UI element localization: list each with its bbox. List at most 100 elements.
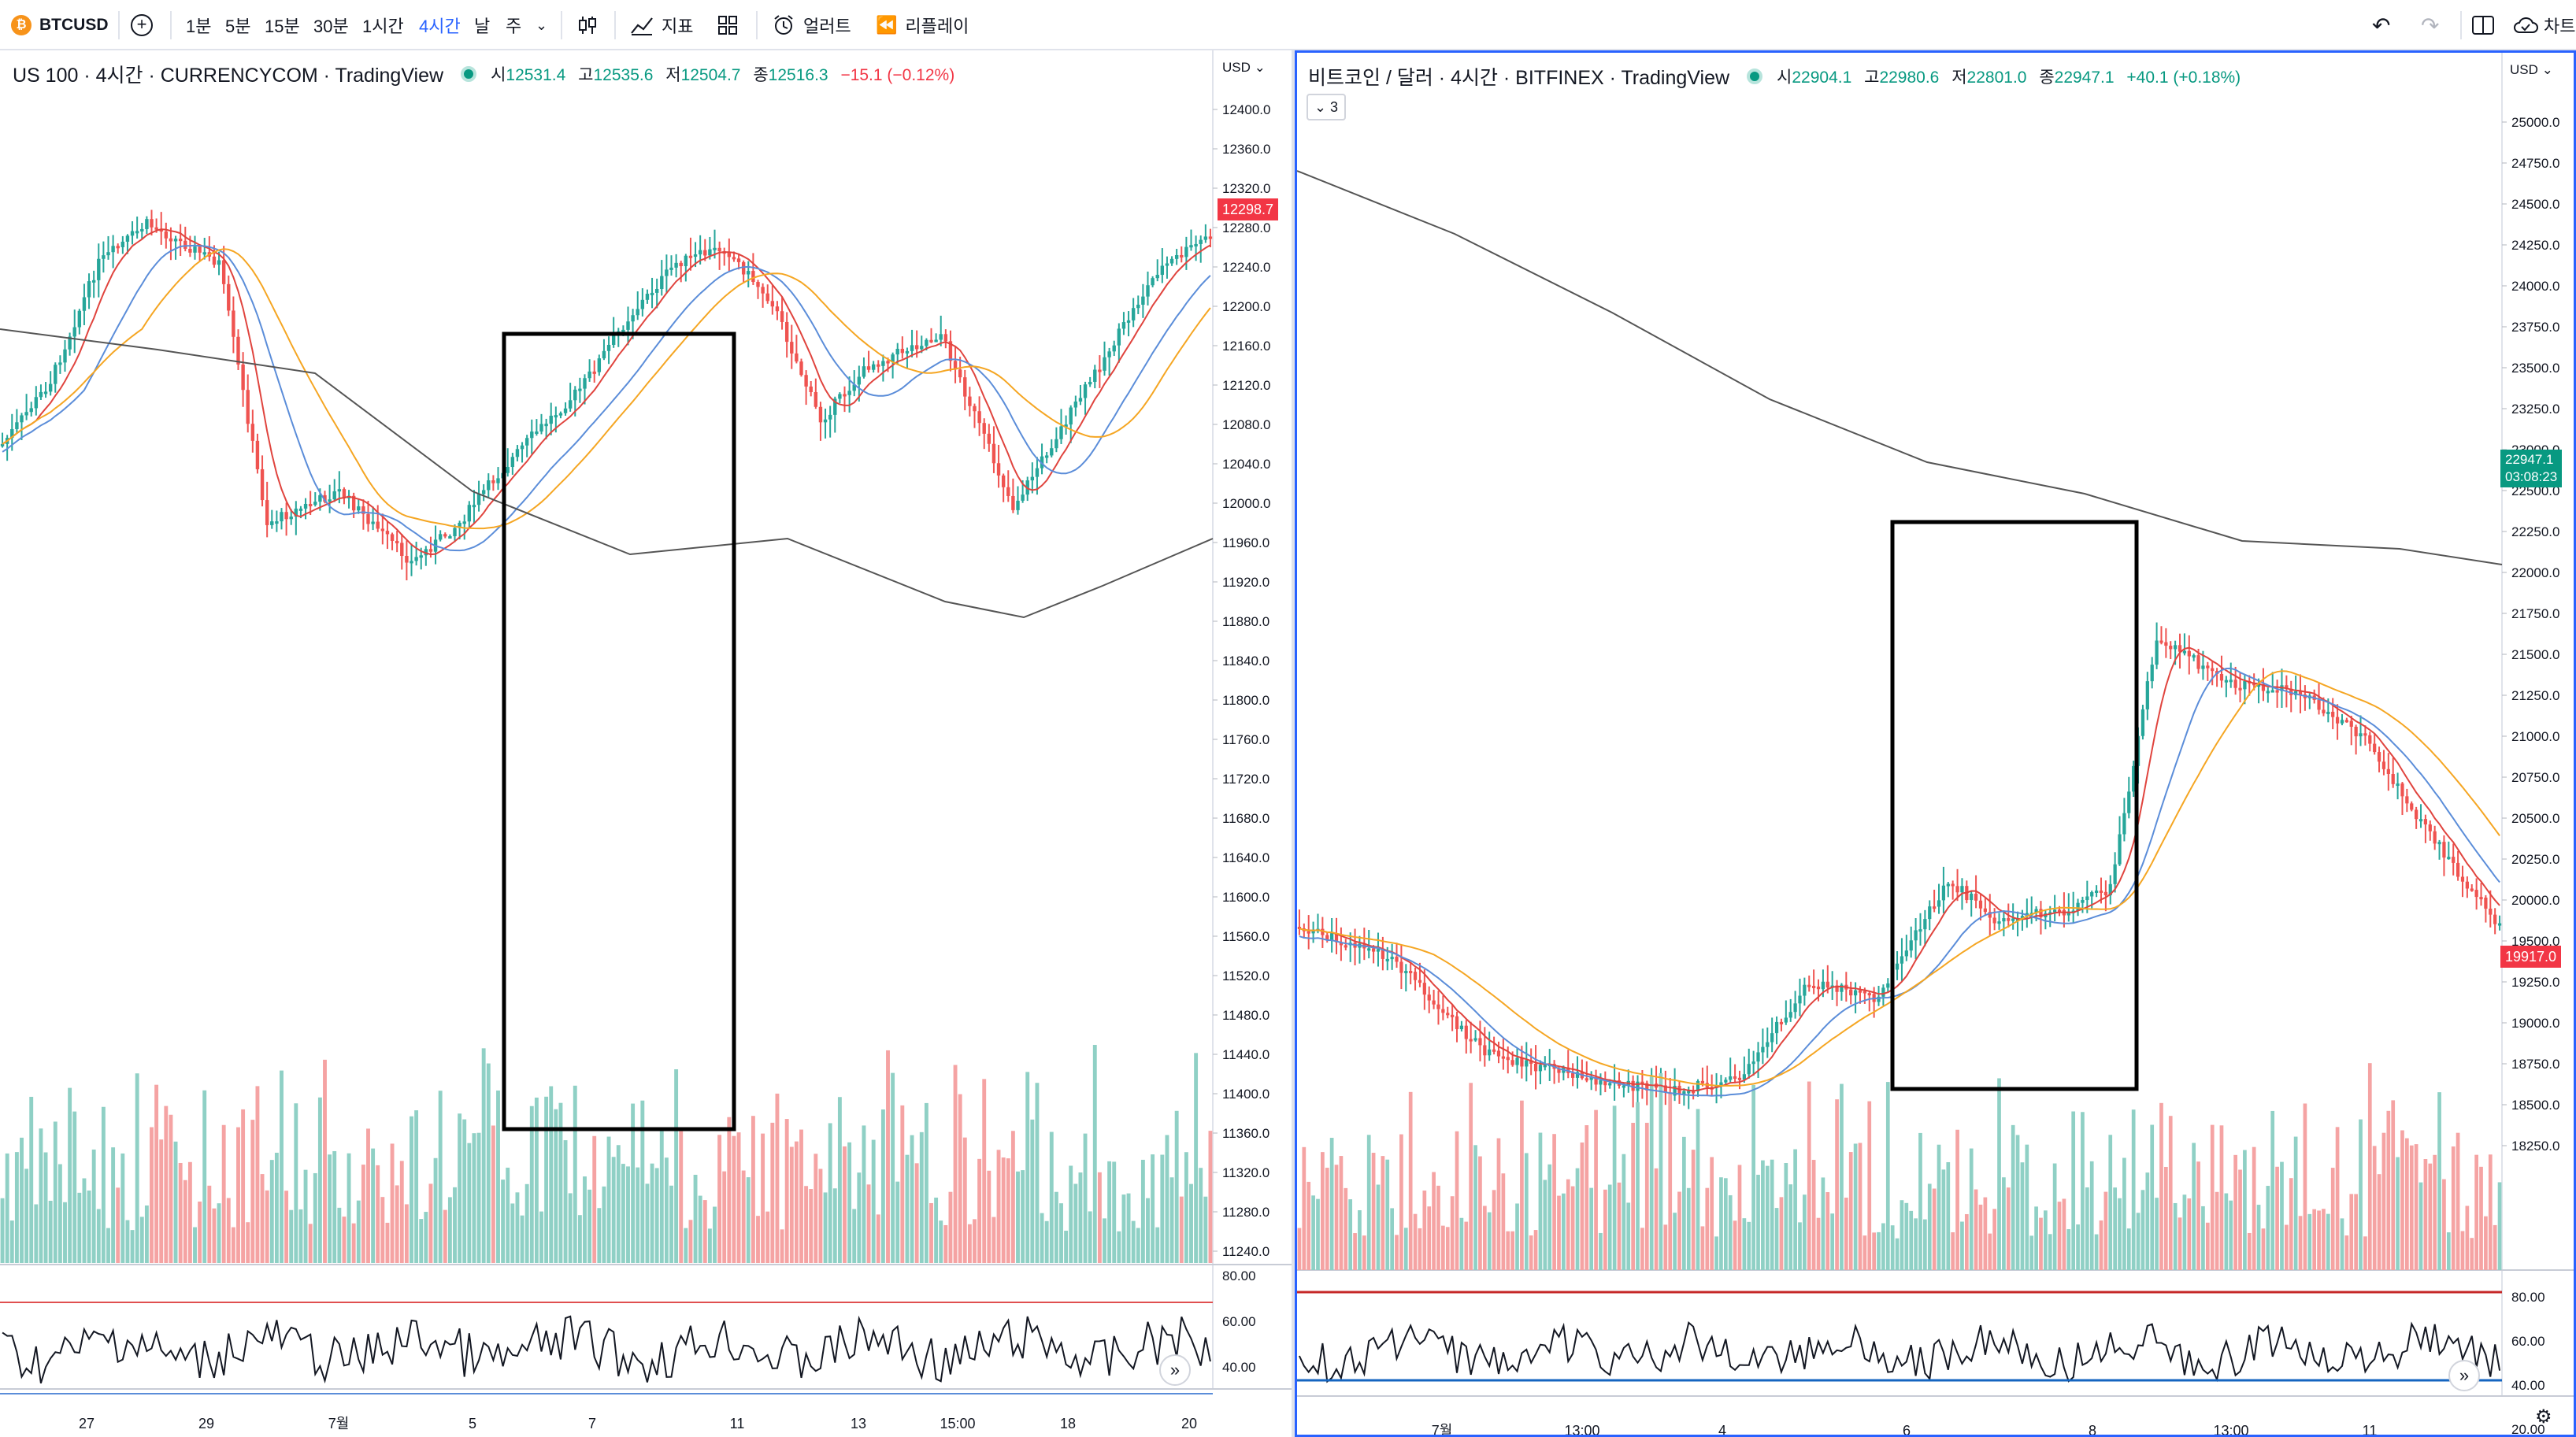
candle-body (1390, 957, 1394, 960)
chart-type-button[interactable] (576, 0, 599, 50)
candle-body (1608, 1083, 1612, 1086)
interval-15m[interactable]: 15분 (265, 0, 300, 50)
volume-bar (419, 1219, 424, 1263)
snapshot-save-button[interactable]: 차트 (2512, 0, 2575, 50)
interval-week[interactable]: 주 (506, 0, 521, 50)
interval-label: 주 (506, 17, 522, 36)
volume-bar (1194, 1053, 1199, 1263)
candle-body (1381, 949, 1384, 959)
volume-bar (1459, 1217, 1464, 1270)
alert-button[interactable]: 얼러트 (772, 0, 851, 50)
candle-body (1529, 1060, 1533, 1064)
volume-bar (2140, 1190, 2145, 1270)
volume-bar (2182, 1194, 2187, 1270)
volume-bar (1208, 1131, 1213, 1263)
volume-bar (1366, 1135, 1371, 1270)
candle-body (1160, 265, 1165, 276)
pane-divider[interactable] (1292, 50, 1295, 1437)
volume-bar (2409, 1145, 2414, 1270)
hidden-indicators-toggle[interactable]: ⌄ 3 (1307, 94, 1346, 120)
replay-button[interactable]: ⏪ 리플레이 (876, 0, 969, 50)
currency-select[interactable]: USD ⌄ (2510, 62, 2553, 78)
layouts-button[interactable] (717, 0, 739, 50)
indicators-button[interactable]: 지표 (630, 0, 693, 50)
volume-bar (260, 1174, 265, 1263)
settings-gear-button[interactable]: ⚙ (2535, 1406, 2552, 1428)
candle-body (2456, 862, 2460, 877)
volume-bar (1432, 1172, 1436, 1270)
left-chart-canvas[interactable]: 12400.0 12360.0 12320.0 12280.0 12240.0 12200… (0, 50, 1292, 1437)
candle-body (1199, 239, 1203, 244)
candle-body (1404, 971, 1408, 974)
volume-bar (2233, 1154, 2237, 1270)
volume-bar (1923, 1219, 1927, 1270)
volume-bar (1946, 1161, 1951, 1270)
currency-select[interactable]: USD ⌄ (1222, 60, 1266, 76)
right-chart-pane[interactable]: 25000.0 24750.0 24500.0 24250.0 24000.0 23750… (1295, 50, 2576, 1437)
volume-bar (1059, 1203, 1063, 1263)
left-chart-pane[interactable]: 12400.0 12360.0 12320.0 12280.0 12240.0 12200… (0, 50, 1292, 1437)
volume-bar (1146, 1198, 1150, 1263)
redo-button[interactable]: ↷ (2421, 0, 2439, 50)
layout-select-button[interactable] (2471, 0, 2495, 50)
volume-bar (1316, 1198, 1320, 1270)
price-tick-label: 11920.0 (1222, 575, 1269, 590)
candle-body (2381, 761, 2386, 769)
volume-bar (29, 1096, 34, 1263)
interval-1m[interactable]: 1분 (186, 0, 211, 50)
undo-button[interactable]: ↶ (2372, 0, 2390, 50)
symbol-title[interactable]: US 100 · 4시간 · CURRENCYCOM · TradingView (13, 65, 444, 87)
candle-body (125, 235, 130, 242)
scroll-to-realtime-button[interactable]: » (2448, 1360, 2480, 1391)
candle-body (866, 366, 871, 370)
candle-body (1585, 1078, 1588, 1081)
candle-body (410, 561, 413, 564)
right-chart-canvas[interactable]: 25000.0 24750.0 24500.0 24250.0 24000.0 23750… (1297, 53, 2576, 1437)
candle-body (1035, 468, 1040, 477)
interval-5m[interactable]: 5분 (225, 0, 250, 50)
volume-bar (178, 1162, 183, 1263)
candle-body (371, 521, 375, 524)
volume-bar (1840, 1083, 1844, 1270)
candle-body (24, 412, 28, 416)
candle-body (2085, 896, 2089, 901)
compare-symbol-button[interactable]: + (131, 0, 153, 50)
volume-bar (467, 1143, 472, 1263)
volume-bar (1376, 1184, 1381, 1270)
candle-body (1478, 1038, 1482, 1046)
volume-bar (2066, 1229, 2071, 1270)
volume-bar (1816, 1217, 1821, 1270)
rsi-tick-label: 40.00 (1222, 1360, 1256, 1375)
volume-bar (799, 1129, 803, 1263)
volume-bar (1594, 1109, 1598, 1270)
interval-30m[interactable]: 30분 (313, 0, 349, 50)
volume-bar (1723, 1178, 1728, 1270)
top-toolbar: ₿ BTCUSD + 1분 5분 15분 30분 1시간 4시간 날 주 ⌄ 지… (0, 0, 2576, 50)
scroll-to-realtime-button[interactable]: » (1159, 1354, 1191, 1386)
volume-bar (693, 1174, 698, 1263)
candle-body (2219, 674, 2224, 681)
candle-body (727, 251, 732, 257)
volume-bar (2303, 1103, 2307, 1270)
last-price-tag: 22947.1 03:08:23 (2500, 450, 2563, 487)
moving-average-line (1299, 646, 2500, 1092)
candle-body (2053, 909, 2057, 913)
volume-bar (1700, 1226, 1705, 1270)
interval-day[interactable]: 날 (474, 0, 490, 50)
candles-icon (579, 17, 596, 34)
volume-bar (24, 1168, 29, 1263)
candle-body (857, 376, 862, 385)
moving-average-line (1299, 667, 2500, 1097)
symbol-title[interactable]: 비트코인 / 달러 · 4시간 · BITFINEX · TradingView (1308, 67, 1730, 89)
interval-4h[interactable]: 4시간 (419, 0, 461, 50)
interval-dropdown[interactable]: ⌄ (536, 0, 547, 50)
candle-body (1867, 993, 1871, 996)
volume-bar (886, 1050, 890, 1263)
candle-body (1413, 972, 1418, 980)
volume-bar (1960, 1221, 1964, 1270)
candle-body (15, 422, 19, 429)
symbol-search-button[interactable]: ₿ BTCUSD (11, 0, 109, 50)
interval-1h[interactable]: 1시간 (362, 0, 404, 50)
candle-body (1496, 1050, 1501, 1057)
candle-body (2039, 909, 2043, 917)
